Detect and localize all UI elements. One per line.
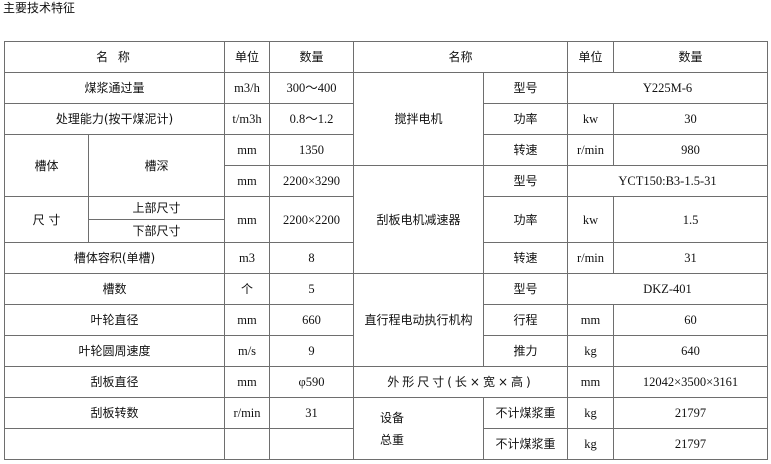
capacity-unit: t/m3h [224,103,270,135]
weight-label-line-2: 总重 [380,432,405,447]
count-value: 5 [269,273,354,305]
reducer-speed-label: 转速 [483,242,568,274]
count-unit: 个 [224,273,270,305]
weight-row1-unit: kg [567,397,614,429]
mixer-label: 搅拌电机 [353,72,484,166]
capacity-value: 0.8～1.2 [269,103,354,135]
table-row: 尺 寸 上部尺寸 mm 2200×2200 功率 kw 1.5 [4,196,768,243]
table-row: 处理能力(按干煤泥计) t/m3h 0.8～1.2 功率 kw 30 [4,103,768,135]
weight-row1-value: 21797 [613,397,768,429]
mixer-model: Y225M-6 [567,72,768,104]
scraper-rpm-unit: r/min [224,397,270,429]
tank-value-2: 2200×3290 [269,165,354,197]
weight-row1-label: 不计煤浆重 [483,397,568,429]
mixer-speed-unit: r/min [567,134,614,166]
header-qty-2: 数量 [613,41,768,73]
mixer-speed-label: 转速 [483,134,568,166]
mixer-power-label: 功率 [483,103,568,135]
reducer-speed-unit: r/min [567,242,614,274]
empty-cell [224,428,270,460]
reducer-power-label: 功率 [483,196,568,243]
mixer-model-label: 型号 [483,72,568,104]
volume-value: 8 [269,242,354,274]
header-unit-2: 单位 [567,41,614,73]
throughput-value: 300～400 [269,72,354,104]
header-unit: 单位 [224,41,270,73]
actuator-stroke: 60 [613,304,768,336]
actuator-thrust-label: 推力 [483,335,568,367]
impeller-dia-unit: mm [224,304,270,336]
tank-value-1: 1350 [269,134,354,166]
actuator-model-label: 型号 [483,273,568,305]
size-label: 尺 寸 [4,196,89,243]
mixer-power: 30 [613,103,768,135]
mixer-speed: 980 [613,134,768,166]
volume-unit: m3 [224,242,270,274]
table-row: mm 2200×3290 刮板电机减速器 型号 YCT150:B3-1.5-31 [5,165,768,274]
scraper-dia-label: 刮板直径 [4,366,225,398]
table-row: 刮板转数 r/min 31 设备 总重 不计煤浆重 kg 21797 [4,397,768,460]
volume-label: 槽体容积(单槽) [4,242,225,274]
table-row: 槽体容积(单槽) m3 8 转速 r/min 31 [4,242,768,274]
empty-cell [269,428,354,460]
impeller-speed-label: 叶轮圆周速度 [4,335,225,367]
actuator-label: 直行程电动执行机构 [353,273,484,367]
impeller-speed-unit: m/s [224,335,270,367]
dimensions-value: 12042×3500×3161 [613,366,768,398]
actuator-thrust-unit: kg [567,335,614,367]
header-row: 名 称 单位 数量 名称 单位 数量 [4,41,768,73]
size-unit: mm [224,196,270,243]
header-qty: 数量 [269,41,354,73]
reducer-power: 1.5 [613,196,768,243]
page-title: 主要技术特征 [3,1,76,15]
impeller-dia-label: 叶轮直径 [4,304,225,336]
table-row: 刮板直径 mm φ590 外形尺寸(长×宽×高) mm 12042×3500×3… [4,366,768,398]
size-value: 2200×2200 [269,196,354,243]
weight-row2-label: 不计煤浆重 [483,428,568,460]
capacity-label: 处理能力(按干煤泥计) [4,103,225,135]
dimensions-unit: mm [567,366,614,398]
reducer-model: YCT150:B3-1.5-31 [567,165,768,197]
impeller-speed-value: 9 [269,335,354,367]
throughput-unit: m3/h [224,72,270,104]
scraper-rpm-value: 31 [269,397,354,429]
table-row: 煤浆通过量 m3/h 300～400 搅拌电机 型号 Y225M-6 [4,72,768,166]
tank-label: 槽体 [4,134,89,197]
empty-cell [4,428,225,460]
tank-sub-label: 槽深 [88,134,225,197]
actuator-stroke-unit: mm [567,304,614,336]
header-name-2: 名称 [353,41,568,73]
table-row: 槽数 个 5 直行程电动执行机构 型号 DKZ-401 [4,273,768,367]
weight-label: 设备 总重 [353,397,484,460]
tank-unit-2: mm [224,165,270,197]
tank-unit-1: mm [224,134,270,166]
spec-table: 名 称 单位 数量 名称 单位 数量 煤浆通过量 m3/h 300～400 搅拌… [4,41,768,460]
weight-row2-unit: kg [567,428,614,460]
reducer-label: 刮板电机减速器 [353,165,484,274]
scraper-dia-value: φ590 [269,366,354,398]
mixer-power-unit: kw [567,103,614,135]
table-row: 槽体 槽深 mm 1350 转速 r/min 980 [4,134,768,197]
size-upper-label: 上部尺寸 [88,196,225,220]
size-lower-label: 下部尺寸 [88,219,225,243]
weight-row2-value: 21797 [613,428,768,460]
table-row: 下部尺寸 [5,219,768,243]
scraper-rpm-label: 刮板转数 [4,397,225,429]
dimensions-label: 外形尺寸(长×宽×高) [353,366,568,398]
reducer-model-label: 型号 [483,165,568,197]
table-row: 不计煤浆重 kg 21797 [4,428,768,460]
actuator-model: DKZ-401 [567,273,768,305]
reducer-speed: 31 [613,242,768,274]
actuator-thrust: 640 [613,335,768,367]
actuator-stroke-label: 行程 [483,304,568,336]
throughput-label: 煤浆通过量 [4,72,225,104]
scraper-dia-unit: mm [224,366,270,398]
table-row: 叶轮圆周速度 m/s 9 推力 kg 640 [4,335,768,367]
impeller-dia-value: 660 [269,304,354,336]
reducer-power-unit: kw [567,196,614,243]
weight-label-line-1: 设备 [380,410,405,425]
count-label: 槽数 [4,273,225,305]
header-name: 名 称 [4,41,225,73]
